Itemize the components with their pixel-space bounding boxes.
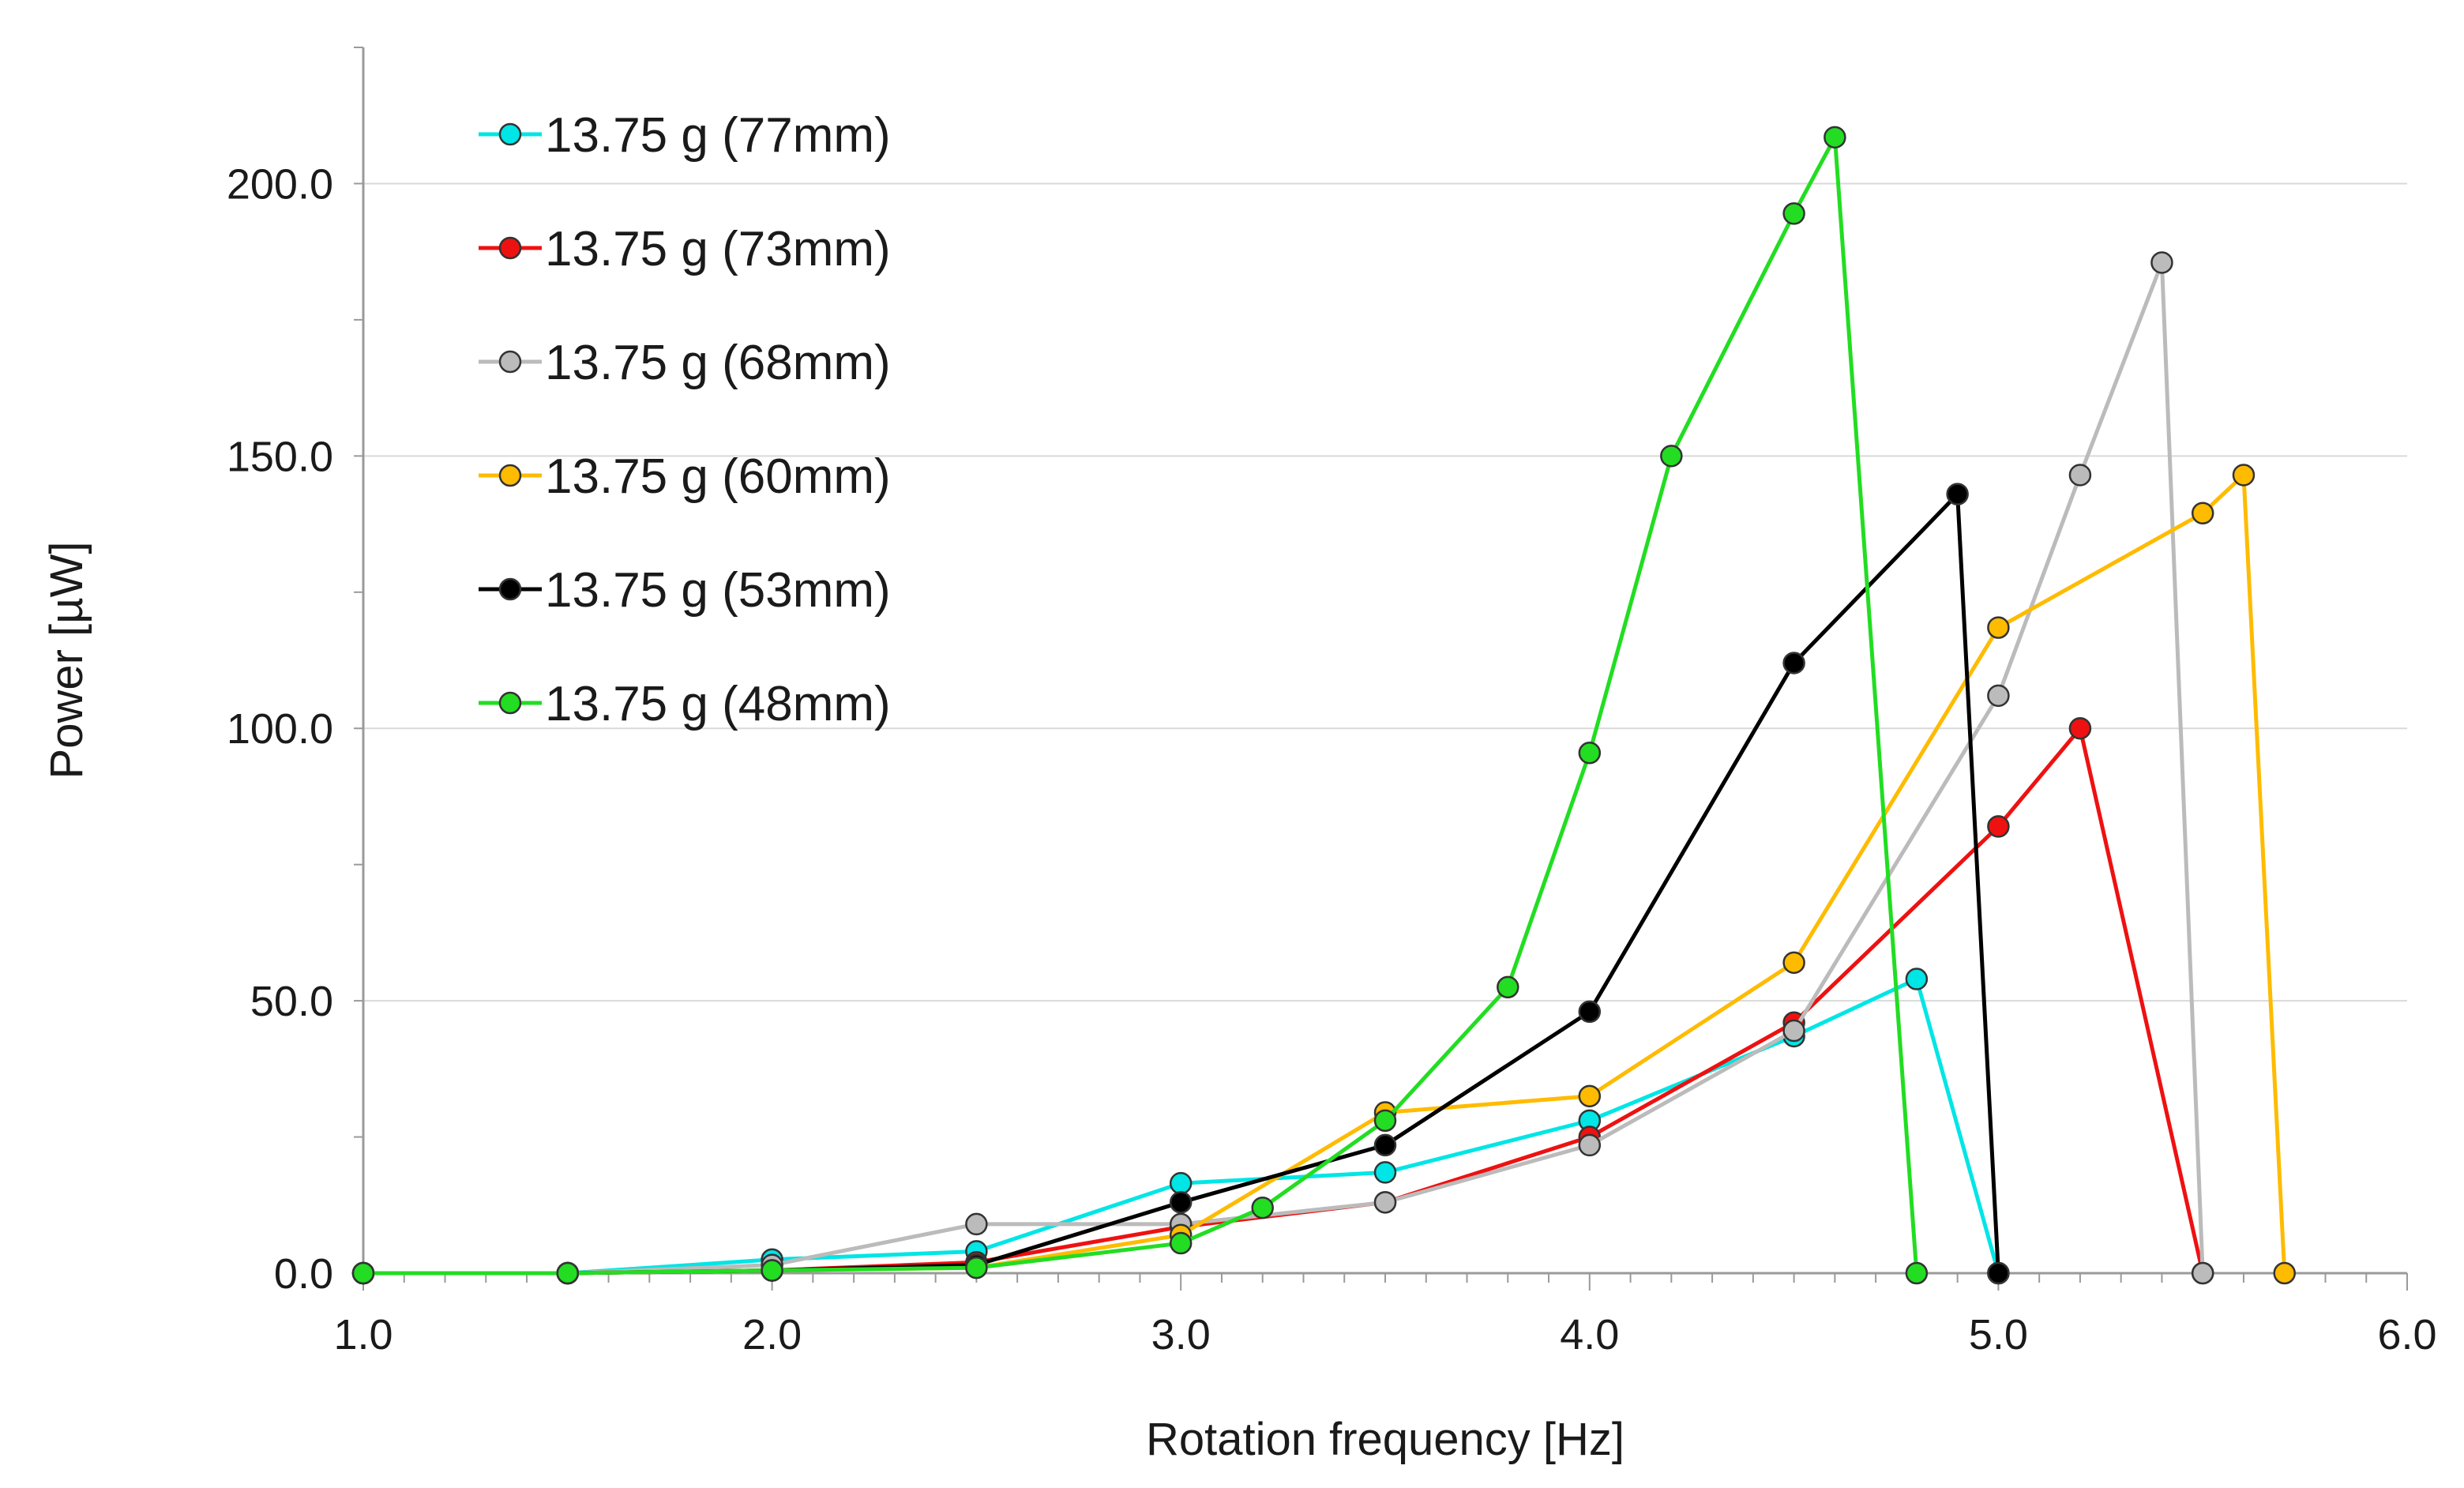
data-point <box>1373 1109 1397 1133</box>
x-tick-label: 3.0 <box>1151 1311 1211 1358</box>
data-point <box>1782 202 1805 225</box>
data-point <box>1946 483 1969 505</box>
tick-labels: 0.0 50.0 100.0 150.0 200.0 1.0 2.0 3.0 4.0 5.0 6.0 <box>227 160 2437 1358</box>
data-point <box>1578 742 1602 765</box>
data-point <box>1987 815 2010 838</box>
legend-swatch-marker <box>498 577 522 601</box>
data-point <box>965 1212 988 1236</box>
data-point <box>556 1261 580 1285</box>
legend-item: 13.75 g (53mm) <box>479 563 891 618</box>
legend-label: 13.75 g (53mm) <box>545 563 891 618</box>
data-point <box>1169 1171 1193 1195</box>
legend-swatch-marker <box>498 691 522 715</box>
legend-item: 13.75 g (73mm) <box>479 222 891 276</box>
data-point <box>1169 1191 1193 1214</box>
series-2 <box>351 251 2214 1285</box>
legend-item: 13.75 g (48mm) <box>479 677 891 731</box>
data-point <box>351 1261 375 1285</box>
series-line <box>363 260 2205 1276</box>
legend: 13.75 g (77mm) 13.75 g (73mm) 13.75 g (68m… <box>479 108 891 731</box>
series-line <box>363 977 2000 1276</box>
data-point <box>1824 126 1846 149</box>
x-axis-label: Rotation frequency [Hz] <box>1146 1414 1625 1465</box>
legend-swatch-marker <box>498 236 522 260</box>
data-point <box>1782 951 1805 975</box>
data-point <box>1373 1191 1397 1214</box>
data-point <box>1251 1196 1274 1219</box>
legend-swatch-marker <box>498 122 522 146</box>
legend-label: 13.75 g (77mm) <box>545 108 891 163</box>
data-point <box>1987 1261 2010 1285</box>
legend-label: 13.75 g (73mm) <box>545 222 891 276</box>
x-tick-label: 6.0 <box>2377 1311 2436 1358</box>
legend-item: 13.75 g (60mm) <box>479 449 891 504</box>
data-point <box>1373 1161 1397 1184</box>
y-axis-label: Power [µW] <box>41 542 92 780</box>
legend-label: 13.75 g (68mm) <box>545 336 891 390</box>
data-point <box>2068 464 2092 487</box>
data-point <box>1987 616 2010 639</box>
data-point <box>1782 1019 1805 1043</box>
legend-item: 13.75 g (68mm) <box>479 336 891 390</box>
legend-swatch-marker <box>498 350 522 374</box>
x-tick-label: 5.0 <box>1969 1311 2028 1358</box>
legend-swatch-marker <box>498 464 522 487</box>
y-tick-label: 50.0 <box>250 978 333 1025</box>
data-point <box>1987 684 2010 708</box>
y-tick-label: 150.0 <box>227 433 333 480</box>
data-point <box>1578 1084 1602 1108</box>
data-point <box>1905 1261 1929 1285</box>
legend-label: 13.75 g (48mm) <box>545 677 891 731</box>
y-tick-label: 100.0 <box>227 705 333 753</box>
x-tick-label: 4.0 <box>1560 1311 1619 1358</box>
y-tick-label: 200.0 <box>227 160 333 208</box>
data-point <box>1782 652 1805 674</box>
legend-item: 13.75 g (77mm) <box>479 108 891 163</box>
data-point <box>1660 445 1683 468</box>
data-point <box>2191 1261 2214 1285</box>
x-tick-label: 2.0 <box>742 1311 802 1358</box>
data-point <box>761 1259 783 1282</box>
data-point <box>1373 1133 1397 1157</box>
legend-label: 13.75 g (60mm) <box>545 449 891 504</box>
y-tick-label: 0.0 <box>274 1250 333 1298</box>
data-point <box>1169 1231 1193 1255</box>
data-point <box>1578 1133 1602 1157</box>
data-point <box>1905 968 1929 990</box>
gridlines <box>363 182 2407 1002</box>
data-point <box>1578 1000 1602 1024</box>
data-point <box>2191 502 2214 525</box>
series-5 <box>351 126 1929 1285</box>
data-point <box>965 1256 988 1279</box>
data-point <box>2150 251 2173 274</box>
data-point <box>2068 716 2092 740</box>
data-point <box>2273 1261 2296 1285</box>
data-point <box>1497 975 1519 999</box>
x-tick-label: 1.0 <box>333 1311 393 1358</box>
data-point <box>2232 464 2256 487</box>
series-group <box>351 126 2296 1285</box>
